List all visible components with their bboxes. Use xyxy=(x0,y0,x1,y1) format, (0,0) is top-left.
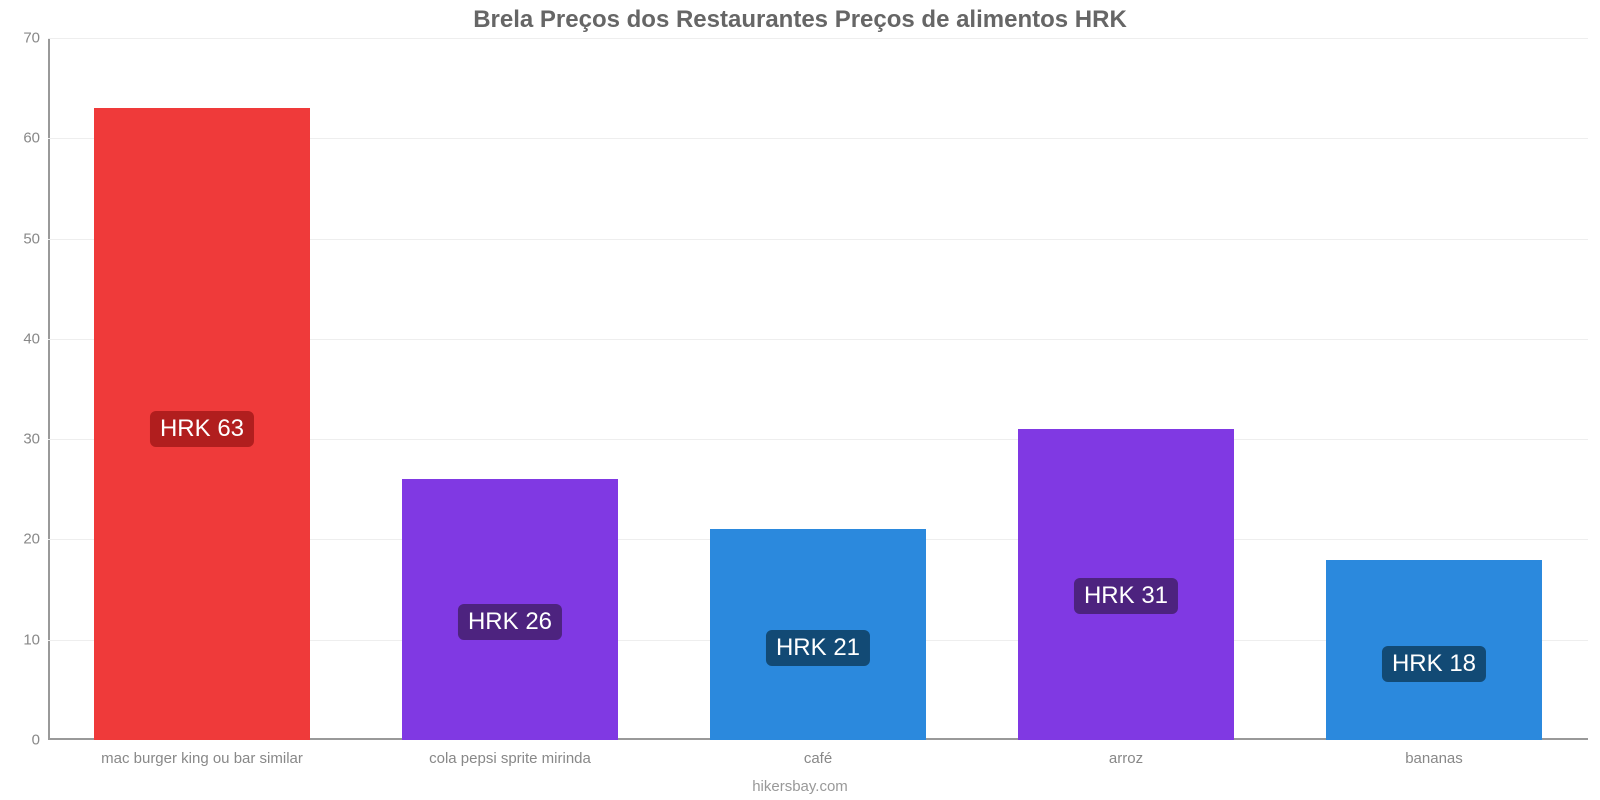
x-tick-label: café xyxy=(804,740,832,767)
y-tick-label: 50 xyxy=(8,230,48,247)
y-tick-label: 60 xyxy=(8,130,48,147)
chart-container: Brela Preços dos Restaurantes Preços de … xyxy=(0,0,1600,800)
x-tick-label: mac burger king ou bar similar xyxy=(101,740,303,767)
y-tick-label: 70 xyxy=(8,30,48,47)
y-tick-label: 30 xyxy=(8,431,48,448)
chart-title: Brela Preços dos Restaurantes Preços de … xyxy=(0,6,1600,34)
x-tick-label: bananas xyxy=(1405,740,1463,767)
bar-value-label: HRK 31 xyxy=(1074,578,1178,614)
x-tick-label: cola pepsi sprite mirinda xyxy=(429,740,591,767)
y-tick-label: 0 xyxy=(8,732,48,749)
y-tick-label: 40 xyxy=(8,330,48,347)
y-tick-label: 10 xyxy=(8,631,48,648)
bar-value-label: HRK 21 xyxy=(766,630,870,666)
plot-area: 010203040506070 HRK 63HRK 26HRK 21HRK 31… xyxy=(48,38,1588,740)
chart-footer: hikersbay.com xyxy=(0,778,1600,795)
bar-value-label: HRK 26 xyxy=(458,604,562,640)
bar-value-label: HRK 18 xyxy=(1382,646,1486,682)
bars: HRK 63 HRK 26 HRK 21 HRK 31 HRK 18 xyxy=(48,38,1588,740)
bar-value-label: HRK 63 xyxy=(150,411,254,447)
y-tick-label: 20 xyxy=(8,531,48,548)
x-tick-label: arroz xyxy=(1109,740,1143,767)
